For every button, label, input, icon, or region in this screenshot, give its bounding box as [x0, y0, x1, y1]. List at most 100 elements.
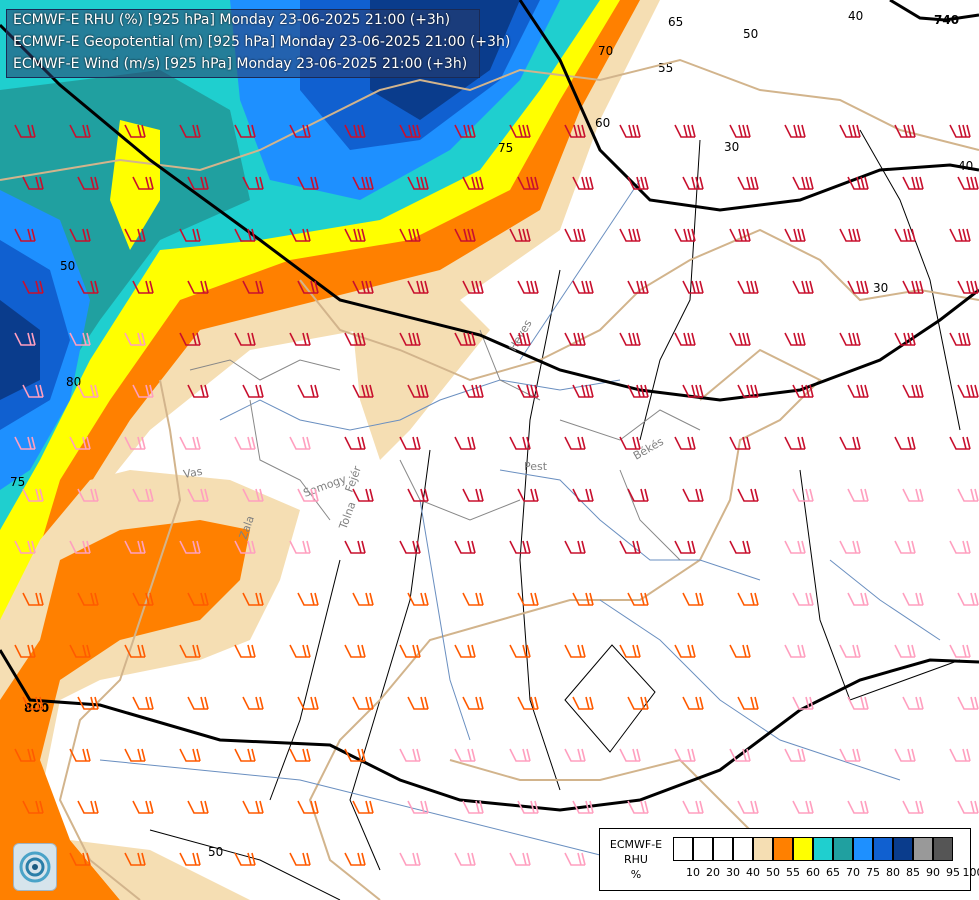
wind-barb: [729, 540, 751, 554]
wind-barb: [69, 228, 91, 242]
wind-barb: [22, 696, 44, 710]
wind-barb: [399, 644, 421, 658]
wind-barb: [124, 644, 146, 658]
wind-barb: [344, 436, 366, 450]
wind-barb: [729, 124, 751, 138]
legend-title-line: ECMWF-E: [609, 838, 663, 851]
wind-barb: [572, 488, 594, 502]
rhu-label: 30: [724, 140, 739, 154]
legend-swatch: [833, 837, 853, 861]
wind-barb: [69, 852, 91, 866]
wind-barb: [957, 696, 979, 710]
wind-barb: [847, 592, 869, 606]
legend-title-line: %: [630, 868, 642, 881]
wind-barb: [77, 800, 99, 814]
rhu-label: 75: [10, 475, 25, 489]
wind-barb: [792, 280, 814, 294]
wind-barb: [509, 436, 531, 450]
wind-barb: [949, 124, 971, 138]
wind-barb: [674, 748, 696, 762]
wind-barb: [462, 384, 484, 398]
wind-barb: [847, 800, 869, 814]
wind-barb: [847, 280, 869, 294]
wind-barb: [674, 436, 696, 450]
wind-barb: [564, 540, 586, 554]
wind-barb: [564, 852, 586, 866]
wind-barb: [22, 176, 44, 190]
wind-barb: [132, 696, 154, 710]
legend-title: ECMWF-E RHU %: [602, 837, 670, 882]
wind-barb: [399, 228, 421, 242]
wind-barb: [792, 176, 814, 190]
legend-swatch: [793, 837, 813, 861]
rhu-label: 60: [595, 116, 610, 130]
wind-barb: [737, 384, 759, 398]
wind-barb: [297, 800, 319, 814]
rhu-label: 50: [743, 27, 758, 41]
legend-tick-label: 85: [906, 866, 920, 879]
wind-barb: [517, 696, 539, 710]
wind-barb: [792, 592, 814, 606]
legend-tick-label: 75: [866, 866, 880, 879]
wind-barb: [509, 332, 531, 346]
wind-barb: [737, 280, 759, 294]
legend-tick-label: 65: [826, 866, 840, 879]
legend-title-line: RHU: [624, 853, 648, 866]
rivers: [99, 179, 941, 861]
wind-barb: [784, 332, 806, 346]
rhu-label: 50: [208, 845, 223, 859]
wind-barb: [509, 748, 531, 762]
wind-barb: [894, 540, 916, 554]
wind-barb: [14, 540, 36, 554]
wind-barb: [957, 488, 979, 502]
wind-barb: [454, 436, 476, 450]
wind-barb: [949, 332, 971, 346]
wind-barb: [344, 124, 366, 138]
wind-barb: [627, 800, 649, 814]
geopotential-label: 740: [934, 13, 959, 27]
wind-barb: [344, 852, 366, 866]
legend-swatch: [893, 837, 913, 861]
wind-barb: [627, 280, 649, 294]
legend-tick-label: 40: [746, 866, 760, 879]
wind-barb: [407, 384, 429, 398]
wind-barb: [399, 332, 421, 346]
wind-barb: [619, 644, 641, 658]
legend-swatch: [873, 837, 893, 861]
legend-tick-label: 90: [926, 866, 940, 879]
legend-swatch: [773, 837, 793, 861]
wind-barb: [509, 124, 531, 138]
wind-barb: [839, 540, 861, 554]
wind-barb: [289, 228, 311, 242]
wind-barb: [124, 332, 146, 346]
wind-barb: [179, 332, 201, 346]
wind-barb: [234, 332, 256, 346]
legend-tick-label: 60: [806, 866, 820, 879]
wind-barb: [729, 436, 751, 450]
wind-barb: [682, 280, 704, 294]
legend-swatch: [813, 837, 833, 861]
wind-barb: [187, 280, 209, 294]
wind-barb: [619, 540, 641, 554]
wind-barb: [407, 592, 429, 606]
wind-barb: [179, 644, 201, 658]
wind-barb: [509, 852, 531, 866]
wind-barb: [124, 228, 146, 242]
wind-barb: [902, 592, 924, 606]
wind-barb: [517, 488, 539, 502]
wind-barb: [949, 228, 971, 242]
wind-barb: [352, 488, 374, 502]
wind-barb: [839, 748, 861, 762]
wind-barb: [352, 592, 374, 606]
wind-barb: [682, 592, 704, 606]
legend-swatch: [853, 837, 873, 861]
wind-barb: [14, 228, 36, 242]
wind-barb: [564, 436, 586, 450]
wind-barb: [179, 748, 201, 762]
wind-barb: [407, 176, 429, 190]
rhu-contour-labels: 40 50 60 65 70 75 80 75 55 50 30 30 50 4…: [10, 9, 973, 859]
country-borders: [0, 58, 979, 900]
wind-barb: [179, 124, 201, 138]
wind-barb: [69, 644, 91, 658]
wind-barb: [839, 436, 861, 450]
